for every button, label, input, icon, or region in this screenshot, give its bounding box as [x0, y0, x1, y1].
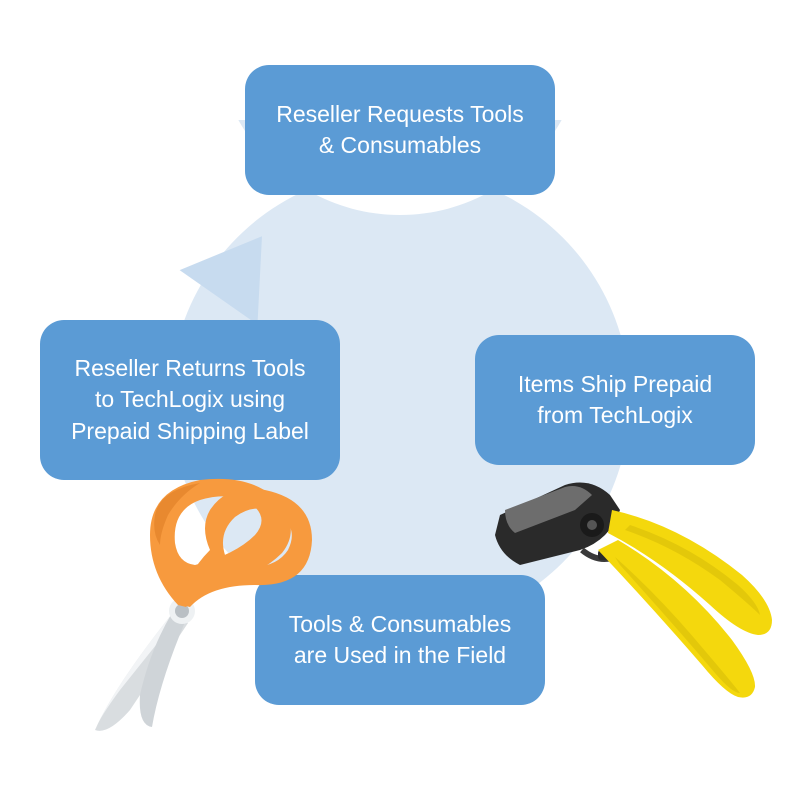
scissors-handles — [150, 479, 312, 607]
scissors-icon — [60, 455, 320, 745]
node-left-label: Reseller Returns Tools to TechLogix usin… — [62, 353, 318, 446]
node-top-label: Reseller Requests Tools & Consumables — [267, 99, 533, 161]
scissors-blades — [95, 610, 188, 731]
stripper-handles — [598, 510, 772, 698]
node-top: Reseller Requests Tools & Consumables — [245, 65, 555, 195]
node-right: Items Ship Prepaid from TechLogix — [475, 335, 755, 465]
node-right-label: Items Ship Prepaid from TechLogix — [497, 369, 733, 431]
cycle-diagram: Reseller Requests Tools & Consumables It… — [0, 0, 800, 800]
stripper-icon — [480, 455, 780, 715]
